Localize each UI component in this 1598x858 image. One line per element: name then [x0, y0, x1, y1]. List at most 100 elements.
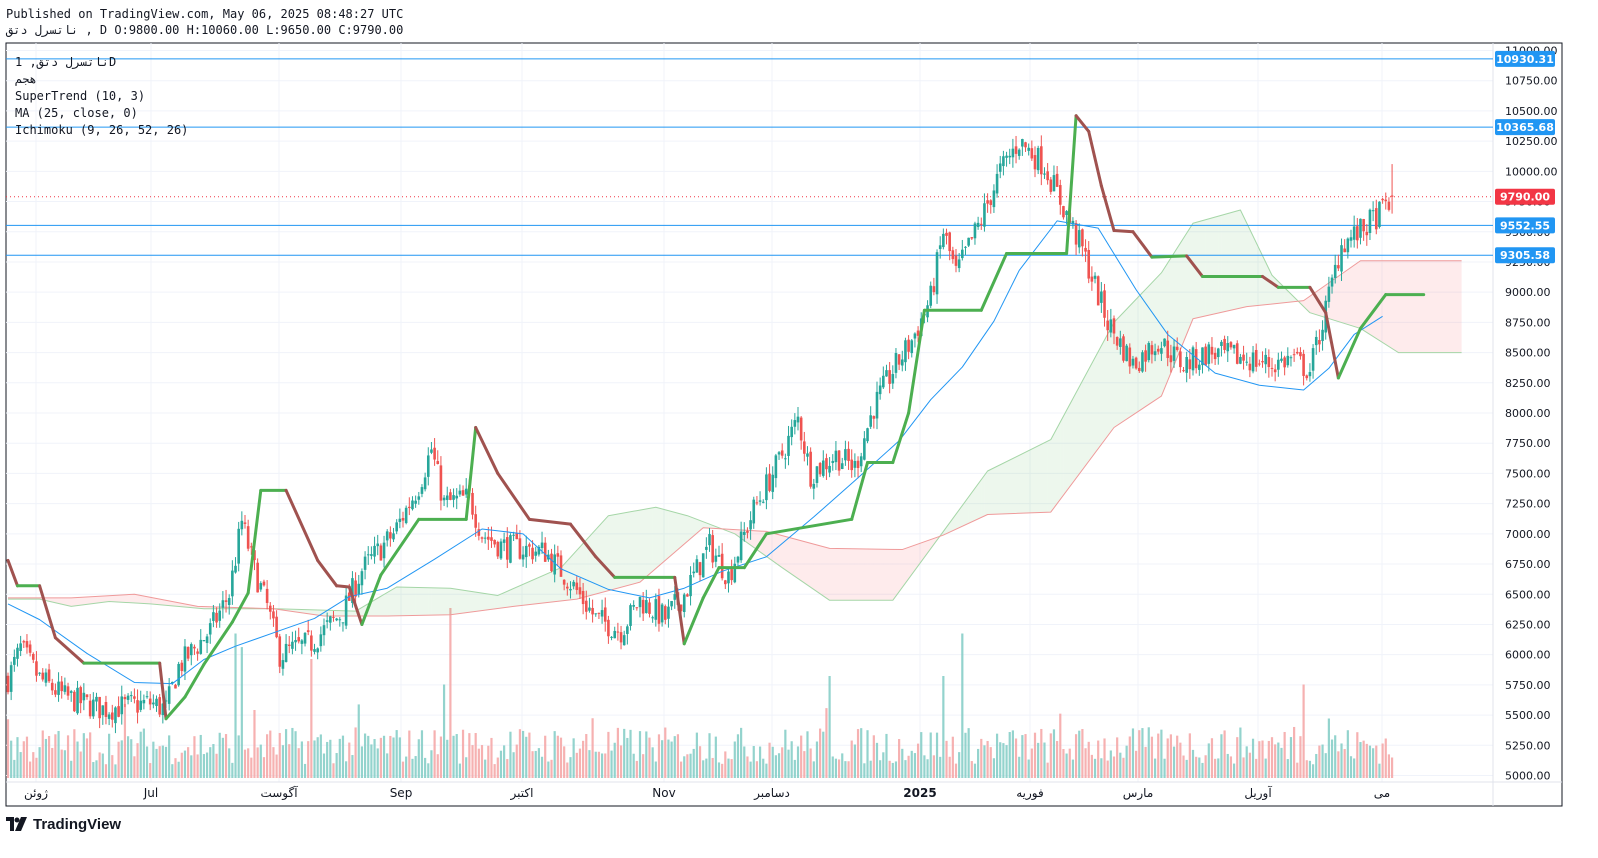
candle-body[interactable]: [708, 534, 711, 546]
candle-body[interactable]: [1387, 201, 1391, 210]
candle-body[interactable]: [531, 547, 534, 560]
candle-body[interactable]: [581, 590, 585, 605]
candle-body[interactable]: [1033, 155, 1037, 170]
candle-body[interactable]: [588, 607, 591, 611]
candle-body[interactable]: [844, 449, 847, 461]
candle-body[interactable]: [98, 696, 101, 719]
candle-body[interactable]: [610, 636, 613, 638]
candle-body[interactable]: [1043, 173, 1046, 175]
candle-body[interactable]: [1182, 370, 1185, 372]
candle-body[interactable]: [408, 506, 411, 509]
candle-body[interactable]: [221, 600, 225, 608]
candle-body[interactable]: [1125, 345, 1128, 362]
candle-body[interactable]: [1122, 336, 1125, 361]
candle-body[interactable]: [948, 232, 951, 252]
candle-body[interactable]: [1337, 265, 1340, 269]
candle-body[interactable]: [1169, 355, 1173, 363]
supertrend-segment[interactable]: [464, 426, 478, 521]
candle-body[interactable]: [951, 250, 955, 260]
candle-body[interactable]: [426, 455, 430, 477]
candle-body[interactable]: [1058, 185, 1062, 205]
candle-body[interactable]: [50, 682, 54, 691]
candle-body[interactable]: [54, 690, 57, 695]
candle-body[interactable]: [1368, 209, 1372, 234]
candle-body[interactable]: [186, 646, 190, 659]
candle-body[interactable]: [878, 385, 882, 395]
candle-body[interactable]: [461, 490, 465, 496]
candle-body[interactable]: [509, 535, 512, 563]
candle-body[interactable]: [739, 531, 743, 561]
supertrend-segment[interactable]: [1185, 254, 1204, 278]
candle-body[interactable]: [25, 641, 29, 648]
candle-body[interactable]: [351, 578, 354, 604]
candle-body[interactable]: [496, 541, 500, 557]
candle-body[interactable]: [392, 533, 395, 540]
candle-body[interactable]: [1308, 372, 1312, 377]
candle-body[interactable]: [784, 458, 787, 460]
candle-body[interactable]: [1024, 142, 1027, 148]
supertrend-segment[interactable]: [527, 517, 572, 526]
candle-body[interactable]: [240, 520, 244, 530]
candle-body[interactable]: [863, 438, 866, 460]
candle-body[interactable]: [932, 286, 936, 293]
candle-body[interactable]: [306, 630, 310, 633]
candle-body[interactable]: [1021, 139, 1024, 147]
candle-body[interactable]: [63, 685, 67, 692]
candle-body[interactable]: [900, 359, 904, 366]
candle-body[interactable]: [1232, 344, 1236, 349]
candle-body[interactable]: [1055, 173, 1059, 187]
candle-body[interactable]: [66, 686, 70, 696]
candle-body[interactable]: [749, 520, 752, 530]
candle-body[interactable]: [480, 537, 484, 539]
candle-body[interactable]: [1185, 356, 1188, 373]
candle-body[interactable]: [1235, 343, 1239, 364]
candle-body[interactable]: [389, 532, 392, 539]
candle-body[interactable]: [101, 705, 105, 716]
candle-body[interactable]: [126, 695, 130, 700]
candle-body[interactable]: [1137, 367, 1141, 372]
candle-body[interactable]: [1160, 348, 1163, 354]
supertrend-segment[interactable]: [1308, 285, 1328, 315]
candle-body[interactable]: [670, 600, 673, 607]
candle-body[interactable]: [1384, 199, 1388, 202]
candle-body[interactable]: [1008, 155, 1012, 158]
candle-body[interactable]: [60, 681, 64, 692]
candle-body[interactable]: [872, 416, 876, 419]
candle-body[interactable]: [382, 542, 386, 559]
candle-body[interactable]: [888, 370, 891, 384]
candle-body[interactable]: [607, 619, 610, 637]
candle-body[interactable]: [1115, 337, 1119, 346]
candle-body[interactable]: [859, 456, 863, 467]
candle-body[interactable]: [436, 461, 440, 465]
candle-body[interactable]: [1017, 149, 1021, 156]
supertrend-segment[interactable]: [496, 471, 531, 521]
candle-body[interactable]: [1062, 206, 1065, 218]
candle-body[interactable]: [629, 605, 632, 626]
candle-body[interactable]: [57, 681, 60, 695]
candle-body[interactable]: [559, 555, 563, 577]
candle-body[interactable]: [199, 639, 203, 654]
candle-body[interactable]: [13, 656, 16, 665]
candle-body[interactable]: [22, 641, 26, 643]
candle-body[interactable]: [1299, 352, 1302, 357]
candle-body[interactable]: [603, 607, 607, 622]
candle-body[interactable]: [152, 702, 155, 705]
candle-body[interactable]: [913, 333, 917, 339]
candle-body[interactable]: [622, 635, 626, 646]
candle-body[interactable]: [967, 237, 970, 246]
candle-body[interactable]: [600, 610, 604, 617]
candle-body[interactable]: [373, 545, 376, 557]
candle-body[interactable]: [989, 200, 993, 205]
candle-body[interactable]: [275, 616, 278, 638]
supertrend-segment[interactable]: [1358, 293, 1388, 330]
candle-body[interactable]: [1065, 211, 1068, 216]
candle-body[interactable]: [777, 452, 781, 455]
candle-body[interactable]: [543, 542, 547, 562]
candle-body[interactable]: [284, 643, 288, 662]
candle-body[interactable]: [818, 463, 822, 475]
candle-body[interactable]: [1321, 329, 1324, 342]
candle-body[interactable]: [793, 420, 797, 427]
candle-body[interactable]: [910, 340, 914, 354]
candle-body[interactable]: [1103, 290, 1106, 318]
